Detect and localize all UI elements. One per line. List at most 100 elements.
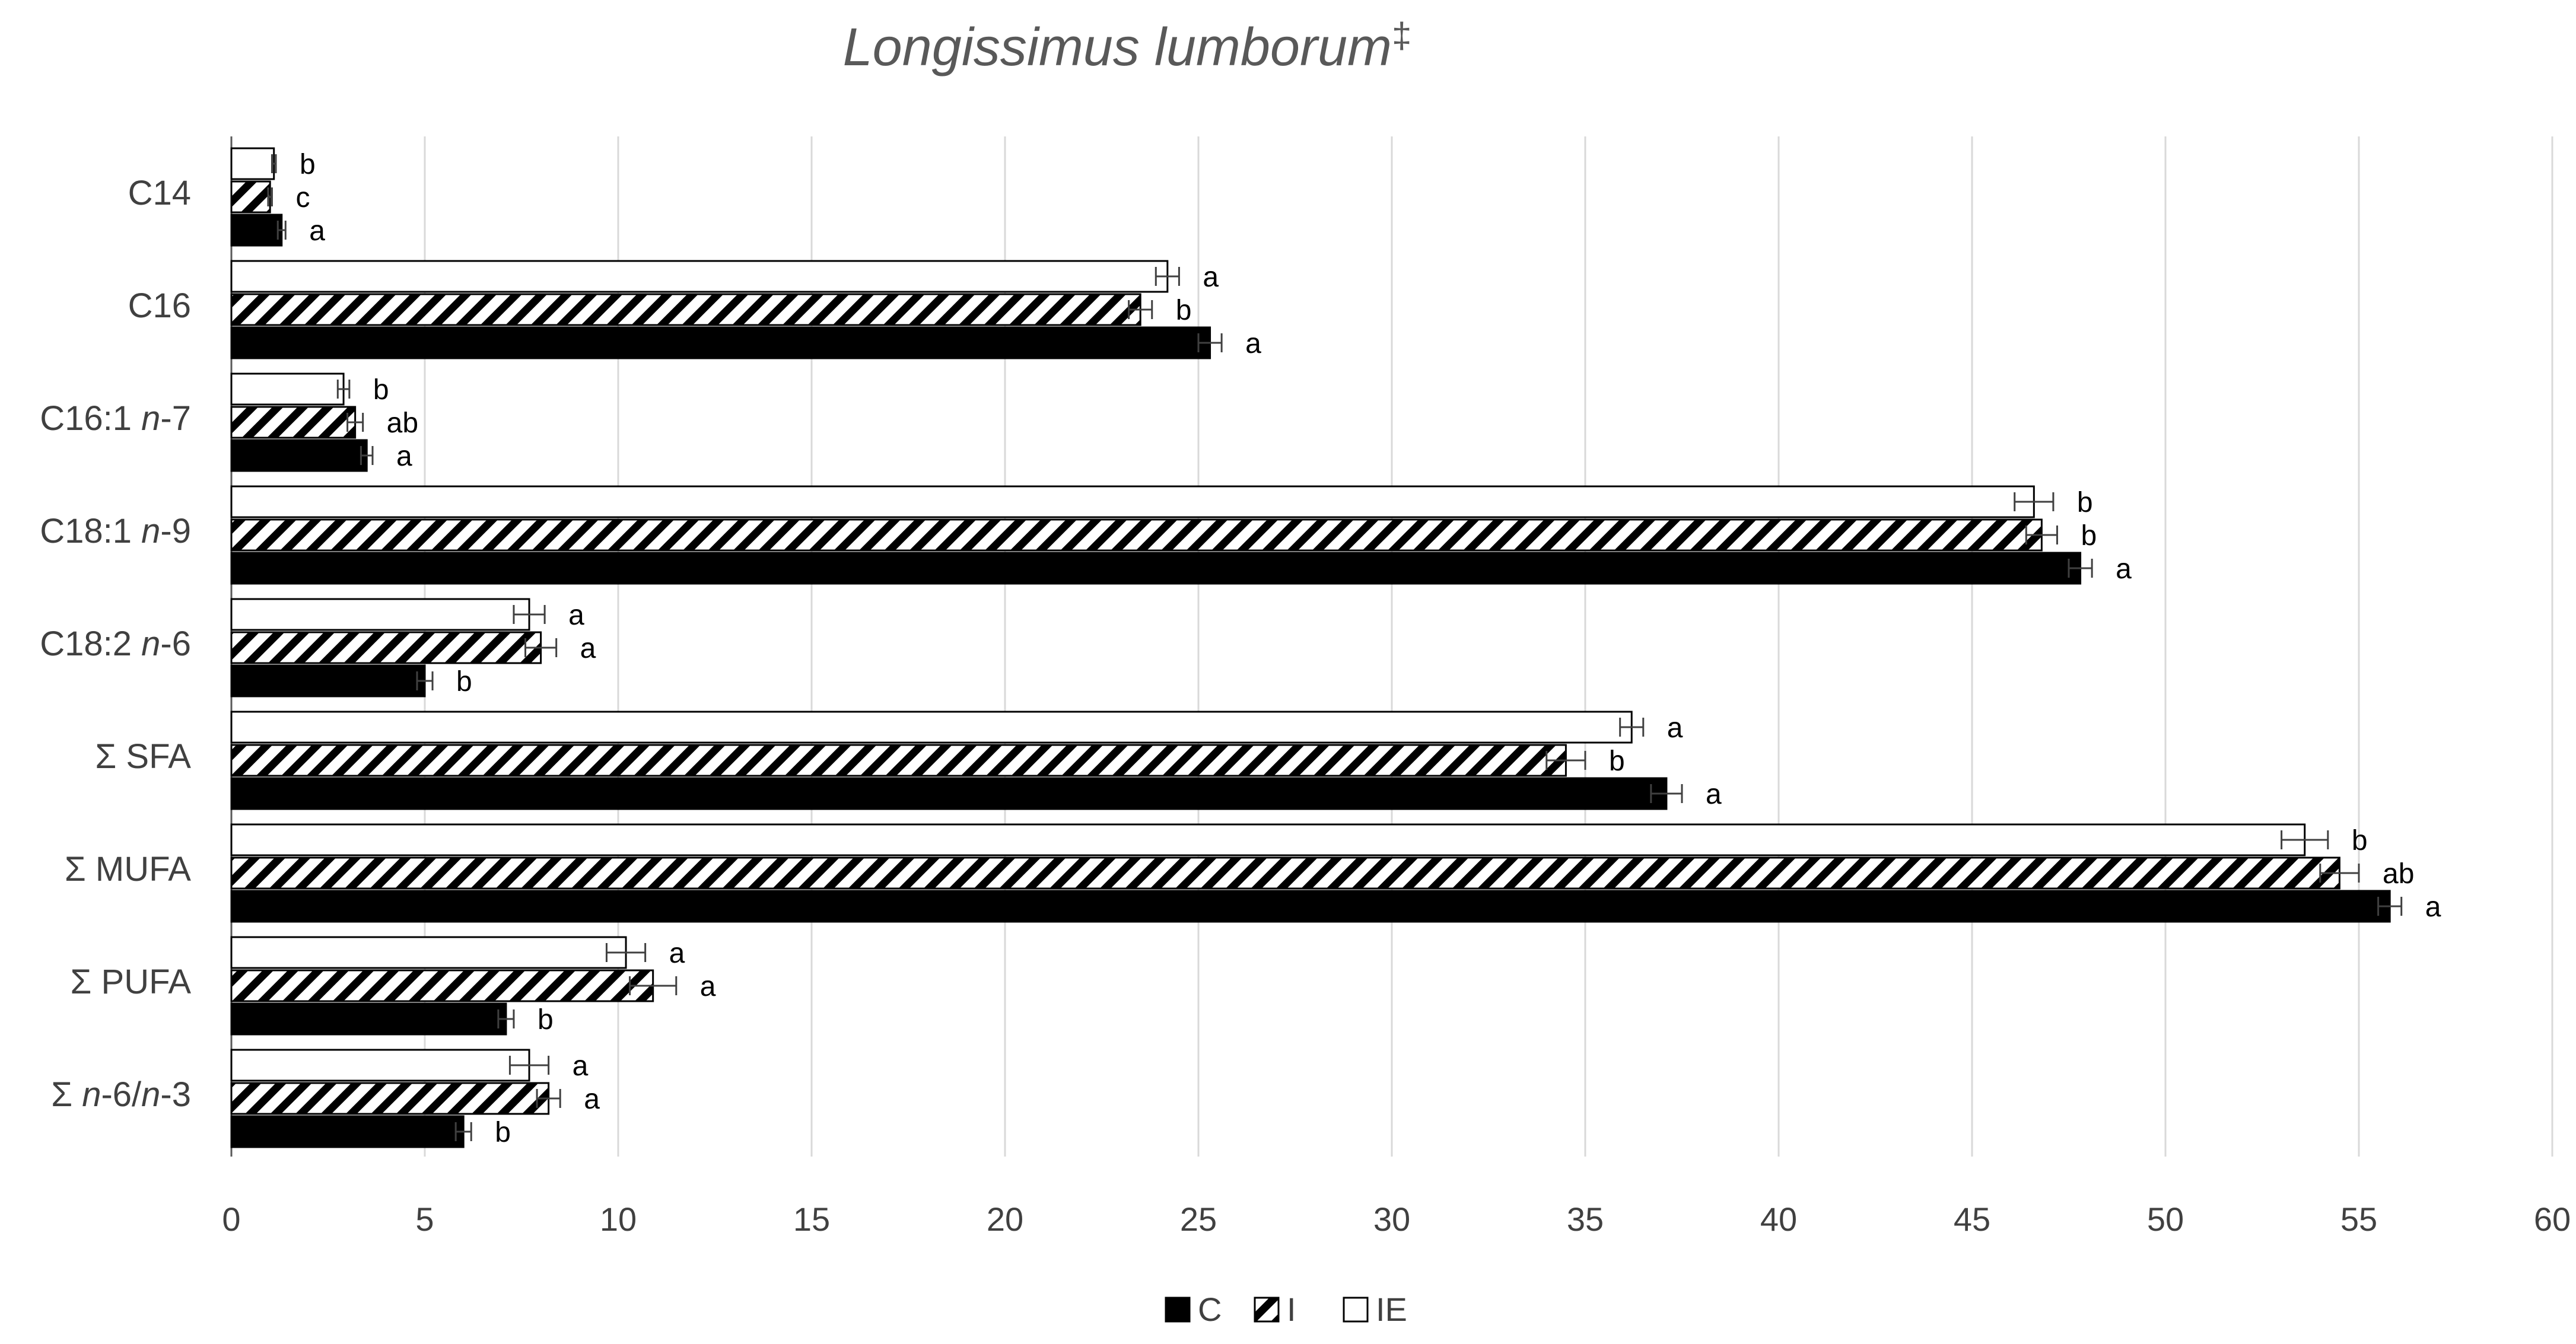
bar-I bbox=[230, 180, 271, 214]
legend-swatch-IE bbox=[1343, 1297, 1369, 1323]
bar-IE bbox=[230, 1049, 530, 1082]
significance-label: a bbox=[573, 1050, 589, 1082]
significance-label: b bbox=[300, 149, 316, 180]
bar-C bbox=[230, 326, 1211, 359]
error-bar bbox=[1155, 267, 1180, 286]
significance-label: a bbox=[669, 938, 685, 969]
significance-label: a bbox=[2116, 553, 2132, 585]
bar-IE bbox=[230, 372, 345, 406]
error-bar bbox=[1128, 300, 1153, 319]
bar-I bbox=[230, 406, 357, 439]
bar-IE bbox=[230, 936, 627, 969]
error-bar bbox=[2068, 559, 2093, 578]
error-bar bbox=[2377, 897, 2403, 916]
chart-title: Longissimus lumborum‡ bbox=[843, 15, 1412, 77]
error-bar bbox=[346, 413, 364, 432]
bar-I bbox=[230, 631, 542, 664]
category-label: C16 bbox=[128, 286, 191, 325]
significance-label: a bbox=[580, 633, 596, 664]
error-bar bbox=[271, 154, 277, 173]
legend-swatch-I bbox=[1254, 1297, 1280, 1323]
significance-label: a bbox=[1203, 262, 1219, 293]
bar-I bbox=[230, 293, 1141, 326]
bar-I bbox=[230, 969, 654, 1002]
chart-title-text: Longissimus lumborum bbox=[843, 18, 1392, 77]
bar-C bbox=[230, 890, 2391, 923]
error-bar bbox=[1650, 784, 1683, 803]
legend-swatch-C bbox=[1165, 1297, 1191, 1323]
error-bar bbox=[1545, 751, 1586, 770]
category-label: C16:1 n-7 bbox=[40, 399, 191, 438]
category-label: C18:2 n-6 bbox=[40, 625, 191, 663]
error-bar bbox=[454, 1122, 472, 1141]
x-tick-label: 15 bbox=[793, 1200, 830, 1238]
significance-label: a bbox=[309, 215, 325, 247]
bar-C bbox=[230, 552, 2082, 585]
bar-C bbox=[230, 1002, 507, 1036]
error-bar bbox=[524, 638, 558, 657]
x-tick-label: 50 bbox=[2147, 1200, 2184, 1238]
x-tick-label: 35 bbox=[1567, 1200, 1604, 1238]
bar-C bbox=[230, 214, 283, 247]
significance-label: b bbox=[373, 374, 389, 406]
x-axis-tick-labels: 0 5 10 15 20 25 30 35 40 45 50 55 60 bbox=[222, 1200, 2571, 1238]
bar-I bbox=[230, 518, 2043, 552]
bar-I bbox=[230, 1082, 550, 1115]
bar-IE bbox=[230, 485, 2035, 518]
error-bar bbox=[2014, 492, 2055, 511]
significance-label: b bbox=[2077, 487, 2093, 518]
significance-label: a bbox=[396, 441, 412, 472]
error-bar bbox=[416, 671, 434, 690]
error-bar bbox=[1619, 718, 1645, 737]
x-tick-label: 45 bbox=[1954, 1200, 1990, 1238]
significance-label: a bbox=[2425, 891, 2441, 923]
error-bar bbox=[513, 605, 546, 624]
x-tick-label: 30 bbox=[1373, 1200, 1410, 1238]
error-bar bbox=[336, 380, 351, 399]
significance-label: b bbox=[456, 666, 472, 698]
error-bar bbox=[2319, 864, 2360, 883]
significance-label: a bbox=[1706, 779, 1722, 810]
error-bar bbox=[276, 221, 287, 240]
error-bar bbox=[508, 1056, 550, 1075]
category-label: Σ SFA bbox=[95, 737, 191, 776]
significance-label: b bbox=[495, 1117, 511, 1148]
error-bar bbox=[1197, 333, 1223, 352]
error-bar bbox=[267, 187, 273, 206]
bar-C bbox=[230, 777, 1668, 810]
significance-label: ab bbox=[2383, 858, 2414, 890]
significance-label: b bbox=[1176, 295, 1192, 326]
category-label: C14 bbox=[128, 174, 191, 212]
bar-IE bbox=[230, 711, 1633, 744]
error-bar bbox=[2025, 526, 2058, 544]
error-bar bbox=[497, 1009, 515, 1028]
category-label: Σ n-6/n-3 bbox=[51, 1075, 191, 1114]
category-label: Σ MUFA bbox=[65, 850, 191, 888]
significance-label: ab bbox=[387, 407, 418, 439]
error-bar bbox=[536, 1089, 561, 1108]
x-tick-label: 55 bbox=[2340, 1200, 2377, 1238]
category-labels: C14 C16 C16:1 n-7 C18:1 n-9 C18:2 n-6 Σ SFA Σ … bbox=[40, 174, 191, 1114]
bar-IE bbox=[230, 598, 530, 631]
x-tick-label: 5 bbox=[415, 1200, 434, 1238]
category-label: C18:1 n-9 bbox=[40, 512, 191, 550]
x-tick-label: 60 bbox=[2534, 1200, 2571, 1238]
bar-IE bbox=[230, 260, 1169, 293]
significance-label: a bbox=[568, 600, 584, 631]
significance-label: a bbox=[1245, 328, 1261, 359]
category-label: Σ PUFA bbox=[71, 963, 192, 1001]
x-tick-label: 25 bbox=[1180, 1200, 1217, 1238]
significance-label: c bbox=[295, 182, 310, 214]
significance-label: b bbox=[2081, 520, 2097, 552]
error-bar bbox=[360, 446, 374, 465]
error-bar bbox=[605, 943, 647, 962]
legend-label-IE: IE bbox=[1376, 1291, 1407, 1328]
bar-IE bbox=[230, 823, 2306, 856]
x-tick-label: 40 bbox=[1760, 1200, 1797, 1238]
significance-label: b bbox=[1609, 746, 1625, 777]
legend: C I IE bbox=[1165, 1291, 1407, 1328]
bar-I bbox=[230, 856, 2340, 890]
significance-label: a bbox=[700, 971, 716, 1002]
